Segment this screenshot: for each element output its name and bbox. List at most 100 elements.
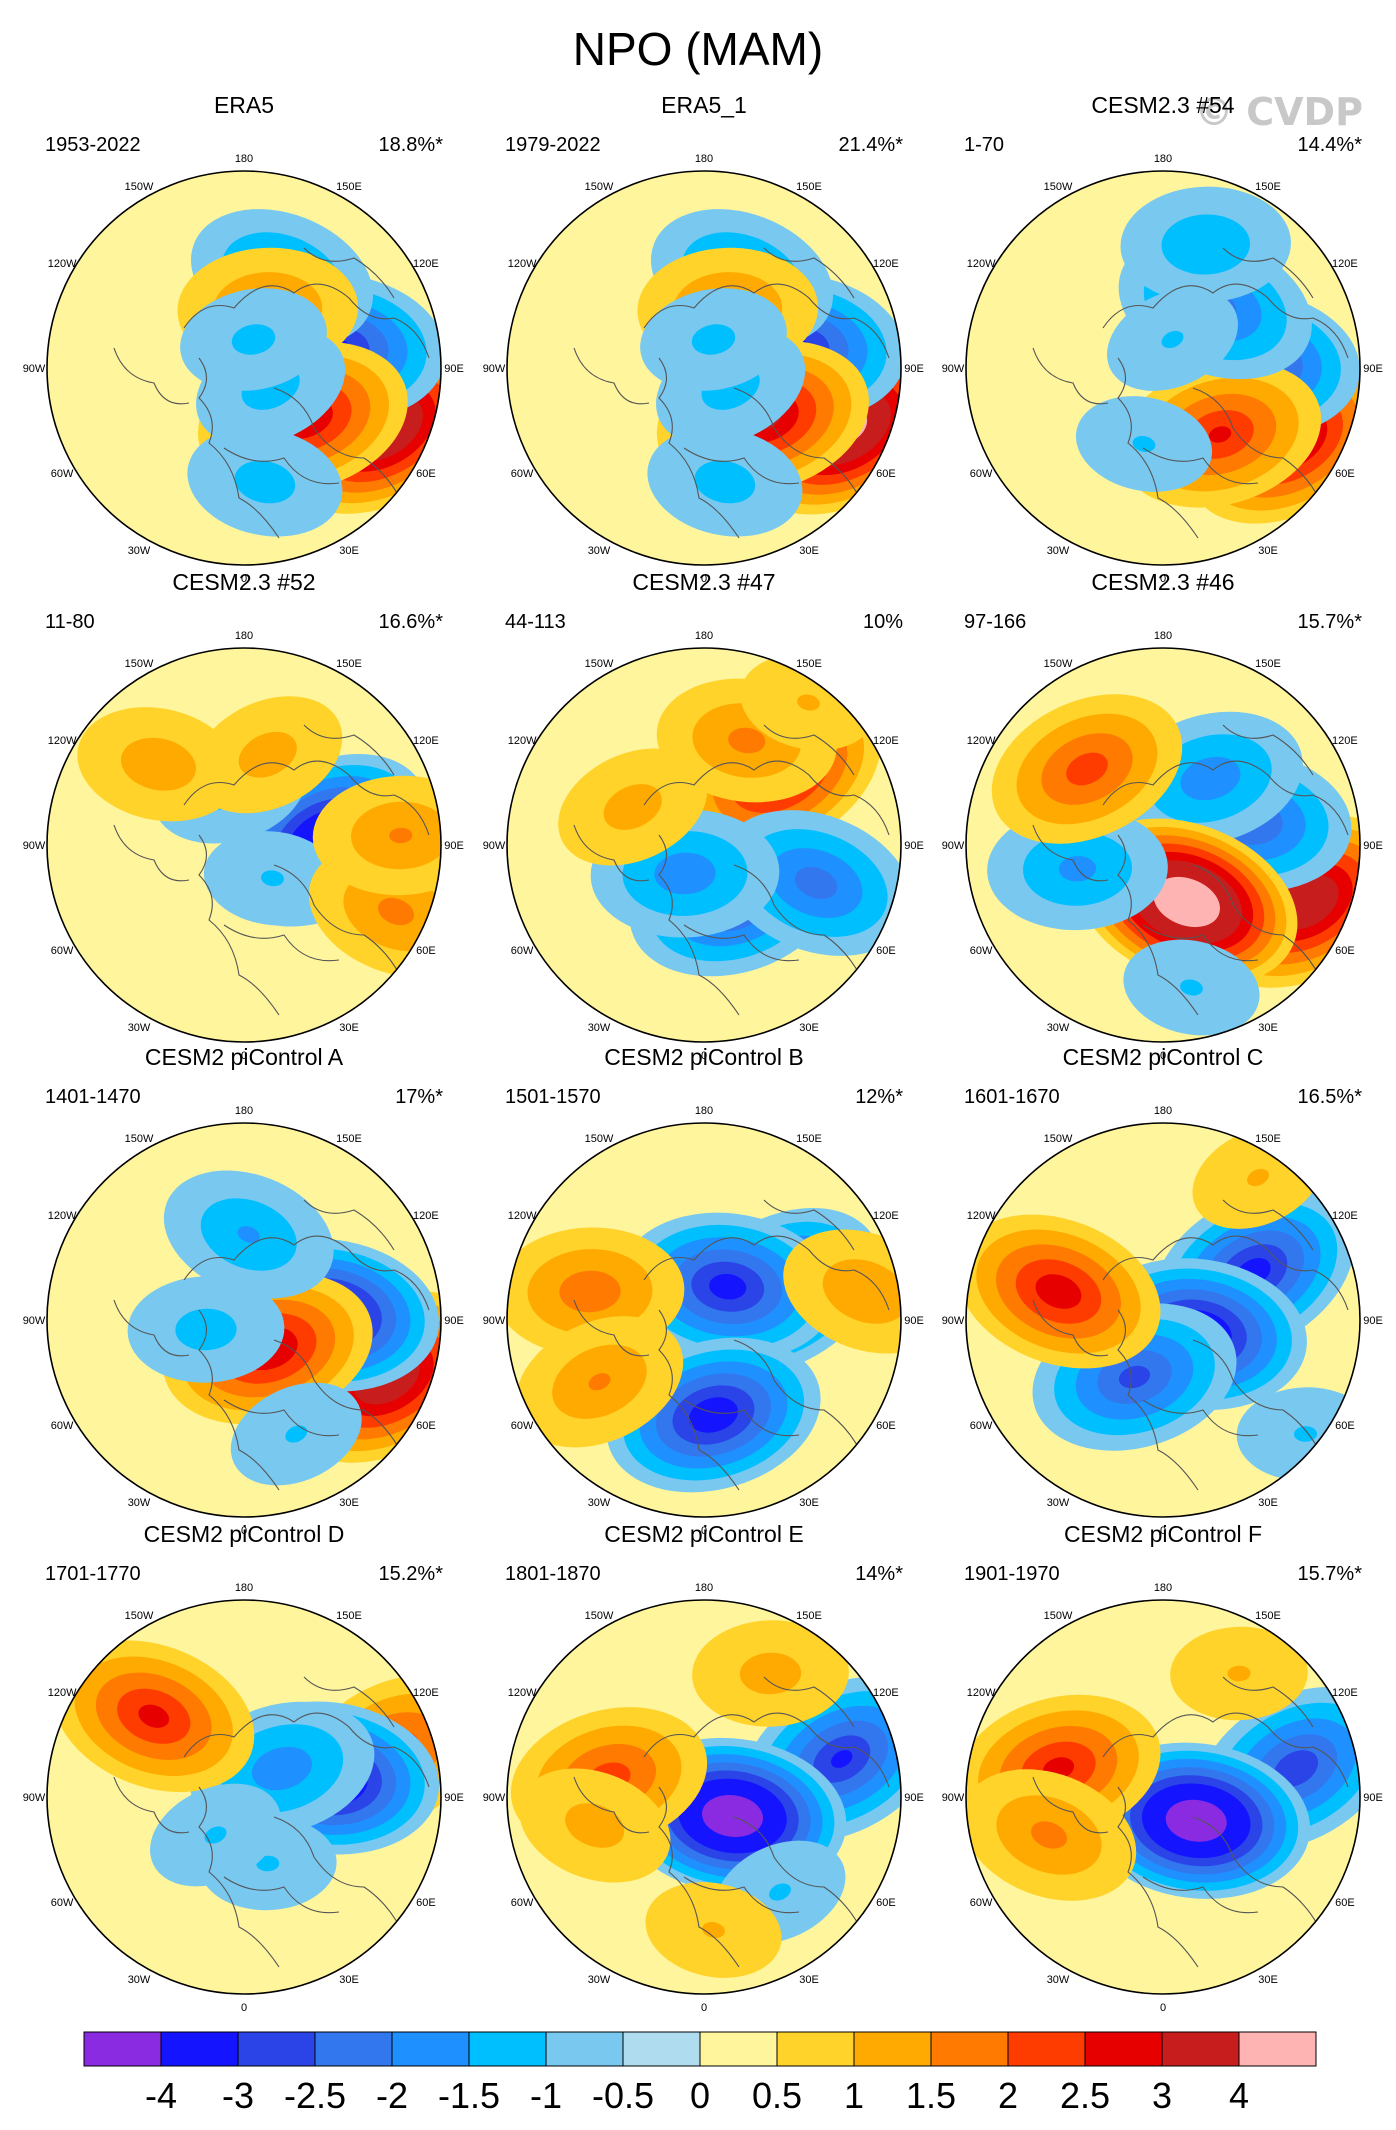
map-border	[46, 647, 442, 1043]
lon-label: 90E	[444, 363, 464, 375]
colorbar-swatch-3	[237, 2031, 316, 2067]
coastlines	[573, 1199, 890, 1491]
contour-low-2	[261, 870, 284, 887]
colorbar-tick-label: 1	[844, 2075, 864, 2116]
panel-period: 1601-1670	[964, 1086, 1060, 1108]
lon-label: 150W	[1044, 1610, 1073, 1622]
contour-low-7	[1180, 979, 1203, 996]
contour-low-7	[694, 460, 756, 504]
contour-high-6	[1066, 752, 1108, 786]
lon-label: 150E	[796, 1610, 822, 1622]
lon-label: 90W	[942, 1792, 965, 1804]
coastlines	[1032, 724, 1349, 1016]
lon-label: 180	[1154, 153, 1172, 165]
contour-low-4	[237, 1226, 260, 1243]
contour-high-2	[728, 727, 766, 754]
coastlines	[113, 1199, 430, 1491]
colorbar-tick-label: -4	[145, 2075, 177, 2116]
contour-low-3	[1180, 756, 1241, 801]
anomaly-field	[47, 1600, 441, 1994]
lon-label: 30W	[588, 1497, 611, 1509]
lon-label: 30W	[1047, 1974, 1070, 1986]
lon-label: 120W	[508, 258, 537, 270]
contour-low-1	[831, 1750, 853, 1768]
map-border	[46, 1599, 442, 1995]
lon-label: 90E	[1363, 1315, 1383, 1327]
panel-variance-pct: 17%*	[395, 1086, 443, 1108]
lon-label: 60E	[1335, 1897, 1355, 1909]
lon-label: 0	[701, 1050, 707, 1062]
lon-label: 60W	[511, 1420, 534, 1432]
contour-low-2	[1165, 1799, 1227, 1842]
lon-label: 60W	[51, 945, 74, 957]
lon-label: 0	[1160, 1050, 1166, 1062]
lon-label: 150E	[1255, 181, 1281, 193]
map-border	[506, 647, 902, 1043]
contour-low-5	[1161, 214, 1251, 275]
contour-low-8	[231, 324, 276, 355]
map-panel-2: 180 150E 120E 90E 60E 30E 0 30W 60W 90W 120W 150W ER…	[483, 92, 924, 585]
lon-label: 30E	[1258, 1497, 1278, 1509]
panel-period: 1-70	[964, 134, 1004, 156]
lon-label: 30E	[1258, 1022, 1278, 1034]
contour-high-4	[138, 1704, 170, 1728]
colorbar-swatch-6	[468, 2031, 547, 2067]
lon-label: 180	[695, 1582, 713, 1594]
panel-variance-pct: 15.7%*	[1298, 1563, 1363, 1585]
panel-title: CESM2 piControl C	[1063, 1044, 1264, 1070]
lon-label: 30E	[339, 1974, 359, 1986]
panel-variance-pct: 12%*	[855, 1086, 903, 1108]
figure-title: NPO (MAM)	[572, 23, 824, 75]
lon-label: 150E	[1255, 1610, 1281, 1622]
map-border	[506, 1122, 902, 1518]
colorbar-swatch-10	[776, 2031, 855, 2067]
panel-period: 1701-1770	[45, 1563, 141, 1585]
anomaly-field	[966, 171, 1360, 565]
anomaly-field	[507, 648, 901, 1042]
lon-label: 30E	[1258, 545, 1278, 557]
colorbar: -4 -3 -2.5 -2 -1.5 -1 -0.5 0 0.5 1 1.5 2 2.5 3 4	[83, 2031, 1317, 2116]
lon-label: 180	[235, 1105, 253, 1117]
contour-low-5	[654, 852, 716, 895]
contour-low-4	[794, 867, 838, 899]
panel-title: CESM2 piControl D	[144, 1521, 345, 1547]
panel-variance-pct: 18.8%*	[379, 134, 444, 156]
lon-label: 60E	[1335, 468, 1355, 480]
lon-label: 30W	[128, 545, 151, 557]
lon-label: 60W	[51, 1420, 74, 1432]
lon-label: 0	[241, 573, 247, 585]
lon-label: 180	[235, 1582, 253, 1594]
contour-high-5	[1227, 1665, 1251, 1682]
colorbar-tick-label: -0.5	[592, 2075, 654, 2116]
colorbar-tick-label: -2	[376, 2075, 408, 2116]
lon-label: 60E	[416, 468, 436, 480]
contour-low-5	[256, 1855, 280, 1872]
lon-label: 120E	[1332, 258, 1358, 270]
panel-period: 44-113	[505, 611, 566, 633]
map-panel-11: 180 150E 120E 90E 60E 30E 0 30W 60W 90W 120W 150W CE…	[483, 1521, 924, 2014]
lon-label: 30E	[339, 1022, 359, 1034]
panel-variance-pct: 16.6%*	[379, 611, 444, 633]
coastlines	[1032, 1199, 1349, 1491]
lon-label: 120W	[967, 1210, 996, 1222]
lon-label: 30W	[1047, 1022, 1070, 1034]
map-panel-9: 180 150E 120E 90E 60E 30E 0 30W 60W 90W 120W 150W CE…	[942, 1044, 1383, 1537]
lon-label: 120E	[413, 1210, 439, 1222]
lon-label: 60W	[970, 468, 993, 480]
lon-label: 120W	[48, 735, 77, 747]
panel-period: 11-80	[45, 611, 95, 633]
contour-low-3	[252, 1746, 312, 1791]
lon-label: 150W	[125, 1610, 154, 1622]
lon-label: 30W	[128, 1022, 151, 1034]
map-panel-1: 180 150E 120E 90E 60E 30E 0 30W 60W 90W 120W 150W ER…	[23, 92, 464, 585]
lon-label: 150E	[796, 181, 822, 193]
lon-label: 150W	[1044, 1133, 1073, 1145]
panel-title: ERA5_1	[661, 92, 747, 118]
colorbar-swatch-1	[83, 2031, 162, 2067]
contour-high-4	[1030, 1821, 1068, 1849]
lon-label: 150W	[1044, 181, 1073, 193]
coastlines	[1032, 1676, 1349, 1968]
coastlines	[113, 724, 430, 1016]
map-panel-7: 180 150E 120E 90E 60E 30E 0 30W 60W 90W 120W 150W CE…	[23, 1044, 464, 1537]
panel-period: 1901-1970	[964, 1563, 1060, 1585]
